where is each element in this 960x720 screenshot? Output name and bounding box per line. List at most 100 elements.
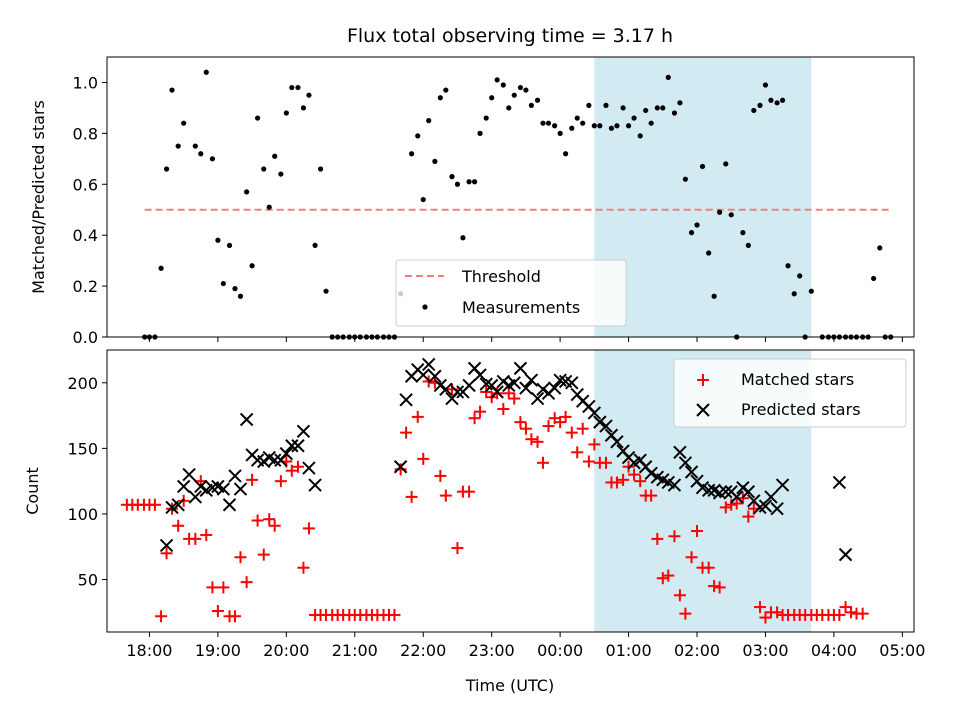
measurement-point — [745, 242, 751, 248]
matched-star-point — [599, 456, 612, 469]
predicted-star-point — [678, 456, 693, 470]
matched-star-point — [434, 469, 447, 482]
top-legend: Threshold Measurements — [395, 259, 627, 327]
measurement-point — [169, 87, 175, 93]
matched-star-point — [177, 494, 190, 507]
matched-star-point — [565, 426, 578, 439]
matched-star-point — [845, 606, 858, 619]
x-tick-label: 03:00 — [742, 641, 788, 660]
bottom-y-tick-label: 50 — [78, 571, 98, 590]
predicted-star-point — [393, 460, 408, 474]
measurement-point — [278, 171, 284, 177]
measurement-point — [220, 280, 226, 287]
predicted-star-point — [838, 547, 853, 562]
measurement-point — [545, 120, 552, 126]
matched-star-point — [617, 473, 630, 486]
x-tick-label: 22:00 — [400, 641, 446, 660]
matched-star-point — [742, 510, 755, 523]
measurement-point — [608, 125, 615, 131]
measurement-point — [283, 110, 289, 116]
measurement-point — [272, 153, 278, 159]
measurement-point — [244, 189, 250, 195]
matched-star-point — [228, 610, 241, 623]
measurement-point — [797, 273, 803, 279]
measurement-point — [175, 143, 181, 149]
top-y-axis: 0.0 0.2 0.4 0.6 0.8 1.0 — [73, 73, 107, 347]
x-tick-label: 21:00 — [332, 641, 378, 660]
matched-star-point — [302, 522, 315, 535]
predicted-star-point — [644, 466, 658, 481]
measurement-point — [762, 82, 769, 88]
matched-star-point — [576, 422, 589, 435]
matched-star-point — [833, 608, 846, 621]
top-y-tick-label: 0.4 — [73, 226, 98, 245]
predicted-star-point — [513, 361, 528, 376]
matched-star-point — [160, 547, 173, 560]
figure-title: Flux total observing time = 3.17 h — [347, 25, 673, 47]
measurement-point — [620, 105, 626, 111]
predicted-star-point — [171, 498, 185, 512]
predicted-star-point — [462, 378, 476, 393]
matched-star-point — [708, 580, 721, 593]
matched-star-point — [719, 501, 732, 514]
top-x-ticks — [148, 337, 903, 342]
measurement-point — [671, 110, 678, 116]
predicted-star-point — [296, 424, 311, 439]
measurement-point — [295, 84, 301, 91]
measurement-point — [489, 95, 495, 101]
measurement-point — [643, 107, 649, 114]
matched-star-point — [246, 473, 259, 486]
matched-star-point — [622, 460, 635, 473]
top-y-tick-label: 0.8 — [73, 124, 98, 143]
count-panel: 18:00 19:00 20:00 21:00 22:00 23:00 00:00 01:00… — [23, 349, 925, 695]
predicted-star-point — [719, 484, 733, 499]
predicted-star-point — [279, 446, 294, 461]
measurement-point — [266, 204, 272, 210]
measurement-point — [226, 242, 233, 248]
predicted-star-point — [291, 439, 305, 453]
matched-star-point — [662, 569, 675, 582]
matched-star-point — [702, 561, 715, 574]
legend-measurements-label: Measurements — [462, 298, 580, 317]
matched-star-point — [588, 438, 601, 451]
matched-star-point — [257, 548, 270, 561]
measurement-point — [426, 118, 432, 124]
measurement-point — [517, 84, 524, 91]
measurement-point — [682, 176, 688, 182]
measurement-point — [740, 230, 746, 236]
x-tick-label: 05:00 — [879, 641, 925, 660]
measurement-point — [466, 179, 472, 185]
legend-matched-swatch — [697, 374, 709, 386]
measurement-point — [158, 265, 164, 271]
x-tick-label: 00:00 — [537, 641, 583, 660]
measurement-point — [574, 115, 580, 121]
predicted-star-point — [399, 393, 413, 407]
predicted-star-point — [599, 419, 613, 433]
observing-window-band — [594, 57, 812, 337]
predicted-star-point — [587, 406, 602, 420]
legend-matched-label: Matched stars — [741, 370, 854, 389]
measurement-point — [586, 102, 592, 108]
measurement-point — [603, 102, 609, 108]
matched-star-point — [508, 392, 521, 405]
matched-star-point — [148, 498, 161, 511]
matched-star-point — [645, 489, 658, 502]
matched-star-point — [234, 551, 247, 564]
matched-star-point — [251, 514, 264, 527]
predicted-star-point — [764, 490, 778, 504]
measurement-point — [203, 69, 209, 75]
measurement-point — [711, 293, 717, 299]
matched-star-point — [155, 610, 168, 623]
top-axes-frame — [106, 56, 915, 338]
matched-star-point — [839, 601, 852, 614]
matched-star-point — [297, 561, 310, 574]
measurement-point — [249, 263, 255, 269]
x-axis-label: Time (UTC) — [465, 676, 554, 695]
measurement-point — [785, 263, 791, 269]
matched-star-point — [753, 601, 766, 614]
measurement-point — [637, 133, 643, 139]
measurement-point — [408, 151, 415, 157]
predicted-star-point — [684, 465, 699, 479]
predicted-star-point — [439, 382, 453, 397]
